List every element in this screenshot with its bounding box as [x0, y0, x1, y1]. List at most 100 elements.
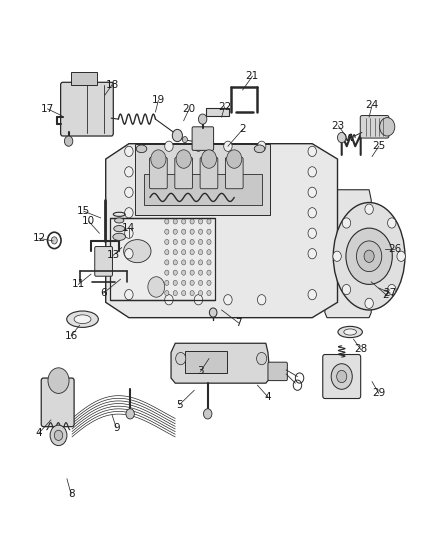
Circle shape: [194, 141, 202, 151]
Circle shape: [256, 352, 266, 365]
Circle shape: [364, 298, 372, 309]
Circle shape: [50, 425, 67, 446]
Circle shape: [181, 239, 185, 245]
Circle shape: [173, 270, 177, 275]
Circle shape: [206, 239, 211, 245]
FancyBboxPatch shape: [200, 158, 217, 189]
Circle shape: [387, 285, 395, 295]
Circle shape: [190, 260, 194, 265]
Circle shape: [198, 270, 202, 275]
Circle shape: [206, 249, 211, 255]
Ellipse shape: [337, 326, 361, 337]
Circle shape: [194, 295, 202, 305]
FancyBboxPatch shape: [267, 362, 287, 381]
Circle shape: [206, 290, 211, 296]
Circle shape: [172, 130, 182, 142]
Text: 3: 3: [197, 366, 203, 376]
Circle shape: [151, 150, 166, 168]
Circle shape: [190, 280, 194, 286]
Circle shape: [396, 251, 404, 261]
Ellipse shape: [332, 203, 404, 310]
Polygon shape: [324, 190, 371, 318]
Text: 6: 6: [100, 288, 107, 298]
Circle shape: [124, 228, 133, 238]
Circle shape: [198, 229, 202, 235]
Text: 15: 15: [77, 206, 90, 216]
Circle shape: [173, 229, 177, 235]
Bar: [205, 108, 229, 116]
Circle shape: [181, 290, 185, 296]
Circle shape: [190, 249, 194, 255]
Circle shape: [181, 270, 185, 275]
Circle shape: [173, 219, 177, 224]
Text: 2: 2: [239, 124, 245, 134]
Circle shape: [364, 204, 372, 214]
FancyBboxPatch shape: [95, 247, 112, 276]
Text: 26: 26: [387, 244, 400, 254]
Circle shape: [257, 141, 265, 151]
Ellipse shape: [254, 145, 264, 152]
Circle shape: [124, 248, 133, 259]
Circle shape: [126, 409, 134, 419]
Circle shape: [198, 260, 202, 265]
Circle shape: [181, 260, 185, 265]
FancyBboxPatch shape: [192, 127, 213, 150]
Circle shape: [190, 290, 194, 296]
Circle shape: [190, 229, 194, 235]
Circle shape: [198, 239, 202, 245]
Text: 19: 19: [152, 95, 165, 105]
Circle shape: [307, 248, 316, 259]
Circle shape: [201, 150, 216, 168]
Circle shape: [206, 229, 211, 235]
Circle shape: [124, 187, 133, 197]
Circle shape: [307, 187, 316, 197]
Circle shape: [164, 249, 169, 255]
Ellipse shape: [113, 233, 125, 240]
Circle shape: [379, 118, 394, 136]
Circle shape: [387, 218, 395, 228]
Bar: [71, 72, 97, 85]
Ellipse shape: [74, 315, 91, 324]
Circle shape: [173, 249, 177, 255]
Circle shape: [307, 146, 316, 157]
Circle shape: [226, 150, 241, 168]
Text: 20: 20: [182, 104, 195, 114]
FancyBboxPatch shape: [225, 158, 243, 189]
Text: 24: 24: [364, 100, 378, 110]
Circle shape: [175, 352, 185, 365]
Text: 12: 12: [32, 233, 46, 244]
Text: 22: 22: [217, 102, 231, 112]
Circle shape: [181, 219, 185, 224]
Circle shape: [148, 277, 164, 297]
Circle shape: [124, 146, 133, 157]
Text: 4: 4: [36, 428, 42, 438]
Ellipse shape: [113, 225, 124, 232]
Circle shape: [64, 136, 73, 146]
Circle shape: [164, 260, 169, 265]
Ellipse shape: [67, 311, 98, 327]
Circle shape: [307, 208, 316, 218]
Text: 23: 23: [331, 121, 344, 131]
Text: 27: 27: [383, 288, 396, 298]
Circle shape: [206, 260, 211, 265]
Polygon shape: [171, 343, 269, 383]
Circle shape: [307, 289, 316, 300]
Circle shape: [363, 250, 373, 262]
Text: 5: 5: [176, 400, 182, 410]
Circle shape: [307, 167, 316, 177]
Circle shape: [173, 260, 177, 265]
Circle shape: [345, 228, 392, 285]
FancyBboxPatch shape: [41, 378, 74, 426]
Circle shape: [164, 290, 169, 296]
Circle shape: [190, 270, 194, 275]
Text: 14: 14: [122, 223, 135, 233]
Text: 2: 2: [382, 289, 389, 300]
Circle shape: [124, 167, 133, 177]
Circle shape: [337, 132, 345, 143]
Circle shape: [198, 114, 206, 124]
Circle shape: [164, 141, 173, 151]
Circle shape: [124, 289, 133, 300]
Circle shape: [223, 295, 232, 305]
Text: 25: 25: [371, 141, 385, 151]
FancyBboxPatch shape: [60, 82, 113, 136]
